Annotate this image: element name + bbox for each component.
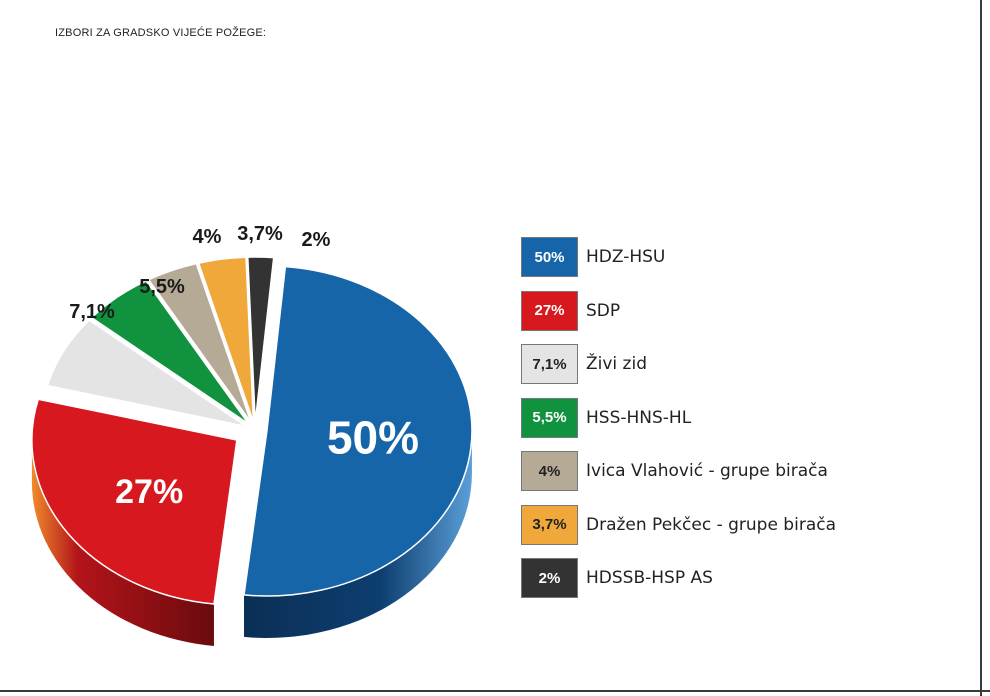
- legend-swatch: 5,5%: [521, 397, 578, 438]
- pie-slice-side: [243, 430, 472, 638]
- pie-slice-label: 4%: [193, 226, 222, 248]
- pie-slice-label: 50%: [327, 412, 419, 464]
- pie-slice: [246, 256, 275, 423]
- legend-swatch: 4%: [521, 451, 578, 491]
- legend-swatch: 7,1%: [521, 344, 578, 384]
- pie-slice: [243, 265, 473, 597]
- legend-swatch: 50%: [521, 237, 578, 277]
- pie-slice-side: [31, 440, 214, 646]
- legend-item: 7,1% Živi zid: [521, 344, 921, 384]
- legend-label: HDZ-HSU: [586, 247, 666, 267]
- pie-slice-label: 27%: [115, 473, 183, 511]
- legend-item: 50% HDZ-HSU: [521, 237, 921, 277]
- pie-tops: [31, 256, 473, 605]
- legend-item: 3,7% Dražen Pekčec - grupe birača: [521, 504, 921, 545]
- pie-labels: 50% 27% 7,1% 5,5% 4% 3,7% 2%: [69, 223, 419, 511]
- legend-label: Dražen Pekčec - grupe birača: [586, 514, 836, 535]
- frame-right-border: [980, 0, 982, 696]
- legend-swatch: 2%: [521, 558, 578, 598]
- legend: 50% HDZ-HSU 27% SDP 7,1% Živi zid 5,5% H…: [521, 237, 921, 612]
- pie-slice: [147, 262, 252, 424]
- legend-label: HDSSB-HSP AS: [586, 568, 713, 588]
- pie-sides: [31, 430, 472, 646]
- pie-slice-label: 2%: [302, 229, 331, 251]
- legend-label: Ivica Vlahović - grupe birača: [586, 461, 828, 481]
- chart-title: IZBORI ZA GRADSKO VIJEĆE POŽEGE:: [55, 27, 267, 39]
- legend-label: Živi zid: [586, 354, 647, 374]
- legend-item: 4% Ivica Vlahović - grupe birača: [521, 451, 921, 491]
- pie-slice: [197, 256, 255, 423]
- pie-slice-label: 5,5%: [139, 276, 185, 298]
- pie-slice: [90, 280, 250, 425]
- pie-slice: [46, 319, 247, 428]
- frame-bottom-border: [0, 690, 990, 692]
- legend-item: 2% HDSSB-HSP AS: [521, 558, 921, 598]
- legend-swatch: 27%: [521, 290, 578, 331]
- legend-item: 5,5% HSS-HNS-HL: [521, 397, 921, 438]
- pie-chart: 50% 27% 7,1% 5,5% 4% 3,7% 2%: [31, 223, 473, 646]
- pie-slice-label: 3,7%: [237, 223, 283, 245]
- legend-label: SDP: [586, 300, 621, 321]
- pie-slice: [31, 398, 238, 605]
- legend-swatch: 3,7%: [521, 504, 578, 545]
- pie-slice-label: 7,1%: [69, 301, 115, 323]
- legend-item: 27% SDP: [521, 290, 921, 331]
- legend-label: HSS-HNS-HL: [586, 407, 692, 428]
